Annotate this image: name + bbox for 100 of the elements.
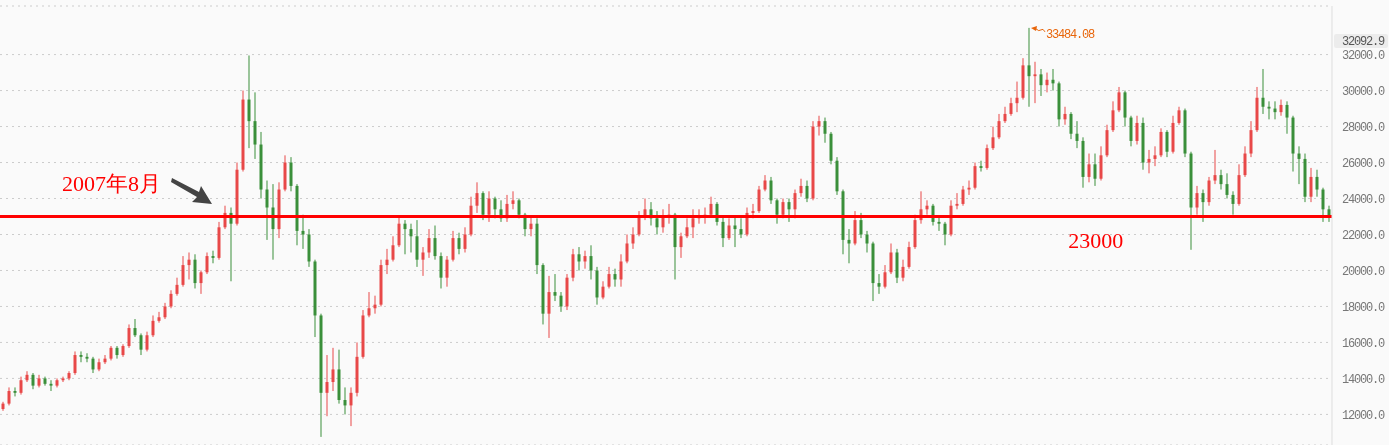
candlestick: [457, 232, 461, 255]
candlestick: [817, 115, 821, 137]
candlestick: [607, 266, 611, 289]
candlestick: [1285, 100, 1289, 135]
candlestick: [1093, 153, 1097, 187]
candlestick: [367, 291, 371, 318]
candlestick: [487, 190, 491, 223]
candlestick: [769, 176, 773, 205]
candlestick: [823, 117, 827, 144]
candlestick: [13, 386, 17, 397]
y-tick-label: 32000.0: [1342, 48, 1386, 63]
candlestick: [997, 113, 1001, 140]
candlestick: [187, 251, 191, 280]
candlestick: [445, 255, 449, 288]
candlestick: [1003, 106, 1007, 124]
candlestick: [883, 264, 887, 289]
candlestick: [619, 253, 623, 288]
candlestick: [199, 269, 203, 295]
candlestick: [1147, 149, 1151, 174]
candlestick: [853, 210, 857, 246]
candlestick: [1321, 187, 1325, 223]
candlestick: [787, 198, 791, 223]
candlestick: [1267, 100, 1271, 120]
candlestick: [571, 248, 575, 282]
candlestick: [433, 225, 437, 261]
candlestick: [985, 144, 989, 171]
candlestick: [247, 54, 251, 149]
candlestick: [613, 268, 617, 288]
candlestick: [865, 230, 869, 253]
candlestick: [1309, 167, 1313, 203]
candlestick: [421, 246, 425, 277]
candlestick: [139, 332, 143, 356]
y-tick-label: 18000.0: [1342, 300, 1386, 315]
candlestick: [193, 253, 197, 289]
candlestick: [655, 210, 659, 235]
candlestick: [553, 273, 557, 302]
candlestick: [1213, 149, 1217, 185]
candlestick: [391, 235, 395, 262]
candlestick: [529, 216, 533, 237]
candlestick: [625, 234, 629, 264]
candlestick: [979, 160, 983, 173]
y-tick-label: 16000.0: [1342, 336, 1386, 351]
candlestick: [757, 185, 761, 214]
candlestick: [211, 250, 215, 264]
candlestick: [973, 162, 977, 191]
candlestick: [205, 251, 209, 275]
candlestick: [1243, 145, 1247, 178]
candlestick: [961, 185, 965, 207]
candlestick: [385, 248, 389, 275]
candlestick: [805, 180, 809, 203]
candlestick: [1195, 185, 1199, 216]
candlestick: [325, 354, 329, 417]
candlestick: [775, 198, 779, 225]
candlestick: [1315, 169, 1319, 198]
candlestick: [1279, 99, 1283, 117]
candlestick: [1225, 172, 1229, 200]
candlestick: [589, 244, 593, 280]
candlestick: [145, 331, 149, 352]
candlestick: [955, 192, 959, 210]
candlestick: [349, 386, 353, 427]
y-tick-label: 14000.0: [1342, 372, 1386, 387]
candlestick: [1075, 120, 1079, 149]
candlestick: [739, 217, 743, 239]
candlestick: [727, 217, 731, 241]
candlestick: [943, 221, 947, 246]
candlestick: [799, 178, 803, 198]
candlestick: [907, 241, 911, 270]
candlestick: [253, 91, 257, 160]
candlestick: [679, 232, 683, 259]
candlestick: [175, 277, 179, 297]
candlestick: [1165, 129, 1169, 158]
candlestick: [1159, 127, 1163, 158]
candlestick: [151, 314, 155, 338]
y-tick-label: 30000.0: [1342, 84, 1386, 99]
candlestick: [877, 273, 881, 295]
annotation: 33484.08: [1046, 27, 1096, 42]
candlestick: [1117, 86, 1121, 113]
candlestick: [1063, 106, 1067, 126]
candlestick: [937, 216, 941, 232]
candlestick: [1207, 176, 1211, 207]
candlestick: [127, 323, 131, 349]
candlestick: [1099, 145, 1103, 182]
candlestick: [1135, 115, 1139, 146]
candlestick: [157, 311, 161, 324]
candlestick: [1087, 153, 1091, 183]
candlestick: [691, 208, 695, 239]
candlestick: [49, 379, 53, 392]
candlestick: [1249, 120, 1253, 158]
y-tick-label: 20000.0: [1342, 264, 1386, 279]
candlestick: [559, 291, 563, 313]
candlestick: [463, 226, 467, 253]
candlestick: [133, 318, 137, 338]
candlestick: [265, 180, 269, 241]
ref-line-label: 23000: [1068, 227, 1124, 253]
candlestick: [415, 219, 419, 268]
candlestick: [547, 275, 551, 339]
candlestick: [25, 370, 29, 383]
candlestick: [1069, 111, 1073, 140]
candlestick: [511, 190, 515, 210]
candlestick: [79, 350, 83, 363]
